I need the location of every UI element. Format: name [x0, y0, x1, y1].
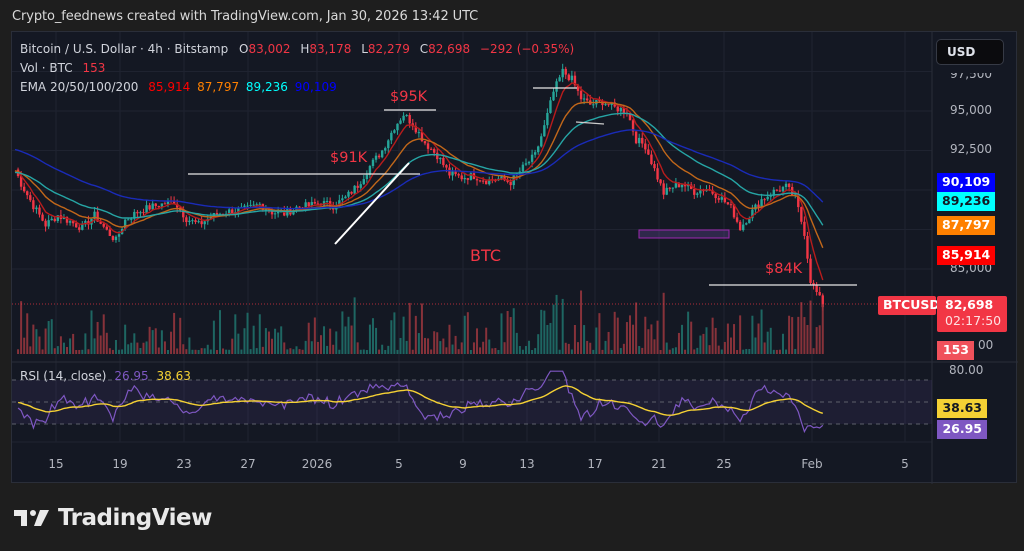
last-price-value: 82,698: [945, 297, 994, 312]
low-value: 82,279: [367, 42, 410, 56]
tradingview-logo: TradingView: [14, 505, 212, 531]
price-tick-95000: 95,000: [950, 103, 992, 117]
annotation-btc[interactable]: BTC: [470, 246, 501, 265]
brand-name: TradingView: [58, 505, 212, 531]
price-chart-canvas[interactable]: [12, 32, 1018, 484]
ema20-value: 85,914: [148, 80, 191, 94]
time-axis-label: 15: [48, 457, 64, 471]
price-tick-97500: 97,500: [950, 67, 992, 81]
chart-credit: Crypto_feednews created with TradingView…: [12, 9, 479, 24]
time-axis-label: Feb: [801, 457, 823, 471]
volume-label[interactable]: Vol · BTC: [20, 61, 73, 75]
symbol-name[interactable]: Bitcoin / U.S. Dollar · 4h · Bitstamp: [20, 42, 229, 56]
bar-countdown: 02:17:50: [945, 313, 1002, 328]
rsi-label[interactable]: RSI (14, close): [20, 369, 107, 383]
volume-axis-tick: 00: [978, 338, 994, 352]
last-price-tag: 82,698 02:17:50: [937, 296, 1007, 332]
annotation-95k[interactable]: $95K: [390, 89, 428, 105]
time-axis-label: 2026: [301, 457, 333, 471]
open-value: 83,002: [248, 42, 291, 56]
time-axis-label: 21: [651, 457, 667, 471]
rsi-legend: RSI (14, close) 26.95 38.63: [20, 369, 191, 383]
time-axis-label: 19: [112, 457, 128, 471]
chart-frame[interactable]: Bitcoin / U.S. Dollar · 4h · Bitstamp O8…: [11, 31, 1018, 484]
high-value: 83,178: [309, 42, 352, 56]
time-axis-label: 27: [240, 457, 256, 471]
ema50-value: 87,797: [197, 80, 240, 94]
time-axis-label: 13: [519, 457, 535, 471]
symbol-legend: Bitcoin / U.S. Dollar · 4h · Bitstamp O8…: [20, 40, 574, 97]
annotation-84k[interactable]: $84K: [765, 261, 803, 277]
tradingview-logo-icon: [14, 510, 49, 526]
volume-price-tag: 153: [937, 341, 974, 360]
rsi-axis-tick: 80.00: [949, 363, 984, 377]
price-tick-92500: 92,500: [950, 142, 992, 156]
ema-row: EMA 20/50/100/200 85,914 87,797 89,236 9…: [20, 78, 574, 97]
close-value: 82,698: [428, 42, 471, 56]
ema50-price-tag: 87,797: [937, 216, 995, 235]
ema100-price-tag: 89,236: [937, 192, 995, 211]
time-axis-label: 25: [716, 457, 732, 471]
rsi-value: 26.95: [114, 369, 149, 383]
currency-button[interactable]: USD: [936, 39, 1004, 65]
ema200-value: 90,109: [294, 80, 337, 94]
change-value: −292 (−0.35%): [479, 42, 575, 56]
volume-row: Vol · BTC 153: [20, 59, 574, 78]
ema20-price-tag: 85,914: [937, 246, 995, 265]
ema100-value: 89,236: [245, 80, 288, 94]
ema200-price-tag: 90,109: [937, 173, 995, 192]
time-axis-label: 5: [395, 457, 403, 471]
annotation-91k[interactable]: $91K: [330, 150, 368, 166]
time-axis-label: 23: [176, 457, 192, 471]
rsi-ma-value: 38.63: [156, 369, 191, 383]
time-axis-label: 17: [587, 457, 603, 471]
ema-label[interactable]: EMA 20/50/100/200: [20, 80, 139, 94]
symbol-price-tag: BTCUSD: [878, 296, 940, 315]
time-axis-label: 5: [901, 457, 909, 471]
time-axis-label: 9: [459, 457, 467, 471]
ohlc-row: Bitcoin / U.S. Dollar · 4h · Bitstamp O8…: [20, 42, 575, 56]
rsi-ma-tag: 38.63: [937, 399, 987, 418]
volume-value: 153: [82, 61, 106, 75]
rsi-value-tag: 26.95: [937, 420, 987, 439]
